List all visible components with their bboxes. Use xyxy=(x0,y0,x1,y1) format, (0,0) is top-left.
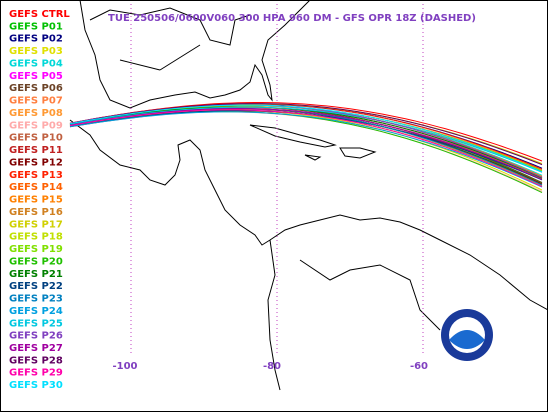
contour-line xyxy=(69,107,543,180)
legend-entry: GEFS P11 xyxy=(9,145,63,156)
legend-entry: GEFS P06 xyxy=(9,83,63,94)
legend-entry: GEFS P04 xyxy=(9,58,63,69)
longitude-label: -80 xyxy=(263,361,281,372)
logo-wave xyxy=(449,330,485,349)
legend-entry: GEFS P08 xyxy=(9,108,63,119)
contour-line xyxy=(69,106,543,173)
legend-entry: GEFS P20 xyxy=(9,256,63,267)
legend-entry: GEFS P27 xyxy=(9,343,63,354)
contour-line xyxy=(69,111,543,188)
contour-line xyxy=(69,109,543,187)
legend-entry: GEFS P16 xyxy=(9,207,63,218)
legend-entry: GEFS CTRL xyxy=(9,9,70,20)
grid-lines xyxy=(130,0,424,355)
legend-entry: GEFS P29 xyxy=(9,368,63,379)
legend-entry: GEFS P13 xyxy=(9,170,63,181)
legend-entry: GEFS P02 xyxy=(9,34,63,45)
contours xyxy=(69,102,543,194)
contour-line xyxy=(69,108,543,185)
legend-entry: GEFS P21 xyxy=(9,269,63,280)
legend-entry: GEFS P07 xyxy=(9,96,63,107)
legend-entry: GEFS P17 xyxy=(9,219,63,230)
legend-entry: GEFS P09 xyxy=(9,120,63,131)
legend-entry: GEFS P26 xyxy=(9,331,63,342)
legend-entry: GEFS P15 xyxy=(9,195,63,206)
legend-entry: GEFS P12 xyxy=(9,157,63,168)
legend-entry: GEFS P18 xyxy=(9,232,63,243)
legend-entry: GEFS P19 xyxy=(9,244,63,255)
longitude-label: -100 xyxy=(112,361,137,372)
noaa-logo xyxy=(441,309,493,361)
legend-entry: GEFS P01 xyxy=(9,21,63,32)
map-title: TUE 250506/0600V060 300 HPA 960 DM - GFS… xyxy=(108,13,476,24)
legend-entry: GEFS P23 xyxy=(9,294,63,305)
legend-entry: GEFS P22 xyxy=(9,281,63,292)
contour-line xyxy=(69,104,543,173)
longitude-label: -60 xyxy=(410,361,428,372)
contour-line xyxy=(69,103,543,166)
legend-entry: GEFS P10 xyxy=(9,133,63,144)
coastlines xyxy=(69,0,548,391)
legend-entry: GEFS P30 xyxy=(9,380,63,391)
legend-entry: GEFS P05 xyxy=(9,71,63,82)
legend-entry: GEFS P14 xyxy=(9,182,63,193)
legend-entry: GEFS P03 xyxy=(9,46,63,57)
legend-entry: GEFS P25 xyxy=(9,318,63,329)
legend-entry: GEFS P28 xyxy=(9,355,63,366)
legend-entry: GEFS P24 xyxy=(9,306,63,317)
